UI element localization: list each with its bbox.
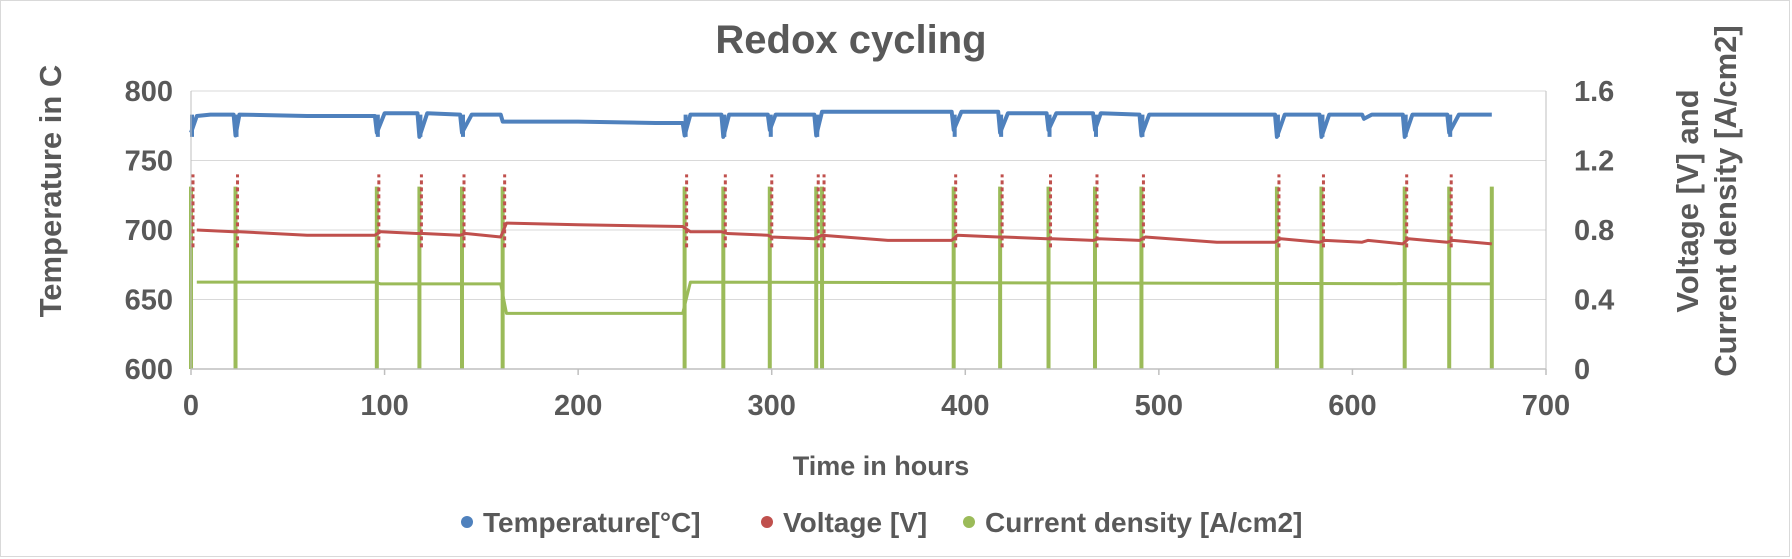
y-right-tick-label: 1.6 (1574, 76, 1614, 108)
y-right-tick-label: 1.2 (1574, 146, 1614, 178)
y-left-tick-label: 700 (125, 215, 173, 247)
y-axis-left-title: Temperature in C (33, 65, 68, 318)
y-right-tick-label: 0.8 (1574, 215, 1614, 247)
y-axis-right-title-line1: Voltage [V] and (1670, 89, 1705, 312)
x-tick-label: 400 (941, 390, 989, 422)
x-axis-title: Time in hours (793, 451, 970, 481)
current-density-series (196, 280, 1492, 315)
legend-marker-voltage (761, 516, 773, 528)
legend-label-current-density: Current density [A/cm2] (985, 507, 1302, 538)
chart-title: Redox cycling (715, 18, 986, 62)
legend-label-voltage: Voltage [V] (783, 507, 927, 538)
x-tick-label: 700 (1522, 390, 1570, 422)
x-tick-label: 300 (748, 390, 796, 422)
y-axis-right-title-line2: Current density [A/cm2] (1708, 25, 1743, 376)
gridlines (191, 90, 1546, 370)
legend-marker-temperature (461, 516, 473, 528)
x-tick-label: 500 (1135, 390, 1183, 422)
y-right-tick-label: 0.4 (1574, 285, 1614, 317)
x-tick-label: 100 (360, 390, 408, 422)
temperature-series (189, 109, 1492, 139)
legend-marker-current-density (963, 516, 975, 528)
y-left-tick-label: 600 (125, 354, 173, 386)
y-left-tick-label: 650 (125, 285, 173, 317)
y-right-tick-label: 0 (1574, 354, 1590, 386)
voltage-series (196, 221, 1492, 246)
legend-label-temperature: Temperature[°C] (483, 507, 701, 538)
x-tick-label: 200 (554, 390, 602, 422)
plot-data (189, 109, 1494, 369)
x-tick-label: 0 (183, 390, 199, 422)
y-left-tick-label: 750 (125, 146, 173, 178)
legend: Temperature[°C] Voltage [V] Current dens… (461, 507, 1302, 538)
axes: 600 650 700 750 800 0 0.4 0.8 1.2 1.6 0 100 200 300 40… (125, 76, 1615, 422)
y-left-tick-label: 800 (125, 76, 173, 108)
x-tick-label: 600 (1328, 390, 1376, 422)
